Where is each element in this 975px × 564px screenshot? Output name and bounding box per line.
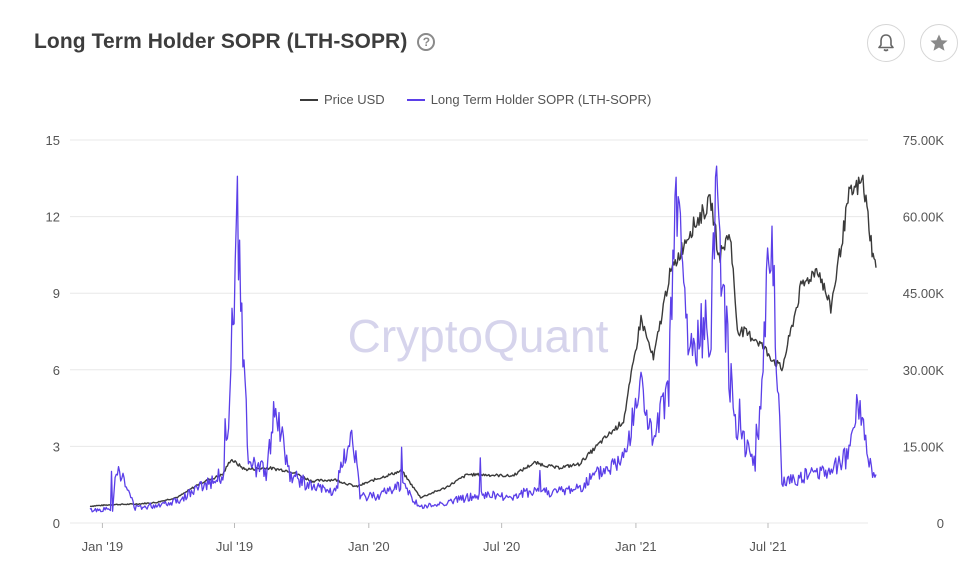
series-line-price — [89, 174, 877, 508]
x-tick-label: Jan '20 — [348, 539, 390, 554]
alert-button[interactable] — [867, 24, 905, 62]
y-left-tick: 6 — [53, 363, 60, 378]
y-right-tick: 15.00K — [903, 439, 945, 454]
x-tick-label: Jul '21 — [749, 539, 786, 554]
y-left-tick: 12 — [46, 210, 60, 225]
y-left-tick: 15 — [46, 133, 60, 148]
legend-item-sopr[interactable]: Long Term Holder SOPR (LTH-SOPR) — [406, 92, 652, 107]
legend-swatch-price — [300, 98, 318, 101]
y-right-tick: 30.00K — [903, 363, 945, 378]
y-left-tick: 0 — [53, 516, 60, 531]
bell-icon — [878, 34, 894, 52]
legend-label-sopr: Long Term Holder SOPR (LTH-SOPR) — [430, 92, 652, 107]
chart-title: Long Term Holder SOPR (LTH-SOPR) — [34, 30, 408, 53]
x-tick-label: Jan '19 — [82, 539, 124, 554]
title-row: Long Term Holder SOPR (LTH-SOPR) ? — [34, 30, 436, 54]
series-line-sopr — [89, 165, 877, 513]
legend: Price USD Long Term Holder SOPR (LTH-SOP… — [300, 92, 651, 107]
star-icon — [930, 34, 948, 51]
x-tick-label: Jul '19 — [216, 539, 253, 554]
legend-label-price: Price USD — [324, 92, 385, 107]
y-left-tick: 3 — [53, 439, 60, 454]
x-tick-label: Jul '20 — [483, 539, 520, 554]
legend-item-price[interactable]: Price USD — [300, 92, 385, 107]
favorite-button[interactable] — [920, 24, 958, 62]
y-left-tick: 9 — [53, 286, 60, 301]
y-right-tick: 60.00K — [903, 210, 945, 225]
x-tick-label: Jan '21 — [615, 539, 657, 554]
watermark: CryptoQuant — [348, 310, 609, 362]
y-right-tick: 75.00K — [903, 133, 945, 148]
y-right-tick: 45.00K — [903, 286, 945, 301]
help-icon[interactable]: ? — [417, 33, 436, 51]
y-right-tick: 0 — [937, 516, 944, 531]
legend-swatch-sopr — [406, 98, 425, 101]
